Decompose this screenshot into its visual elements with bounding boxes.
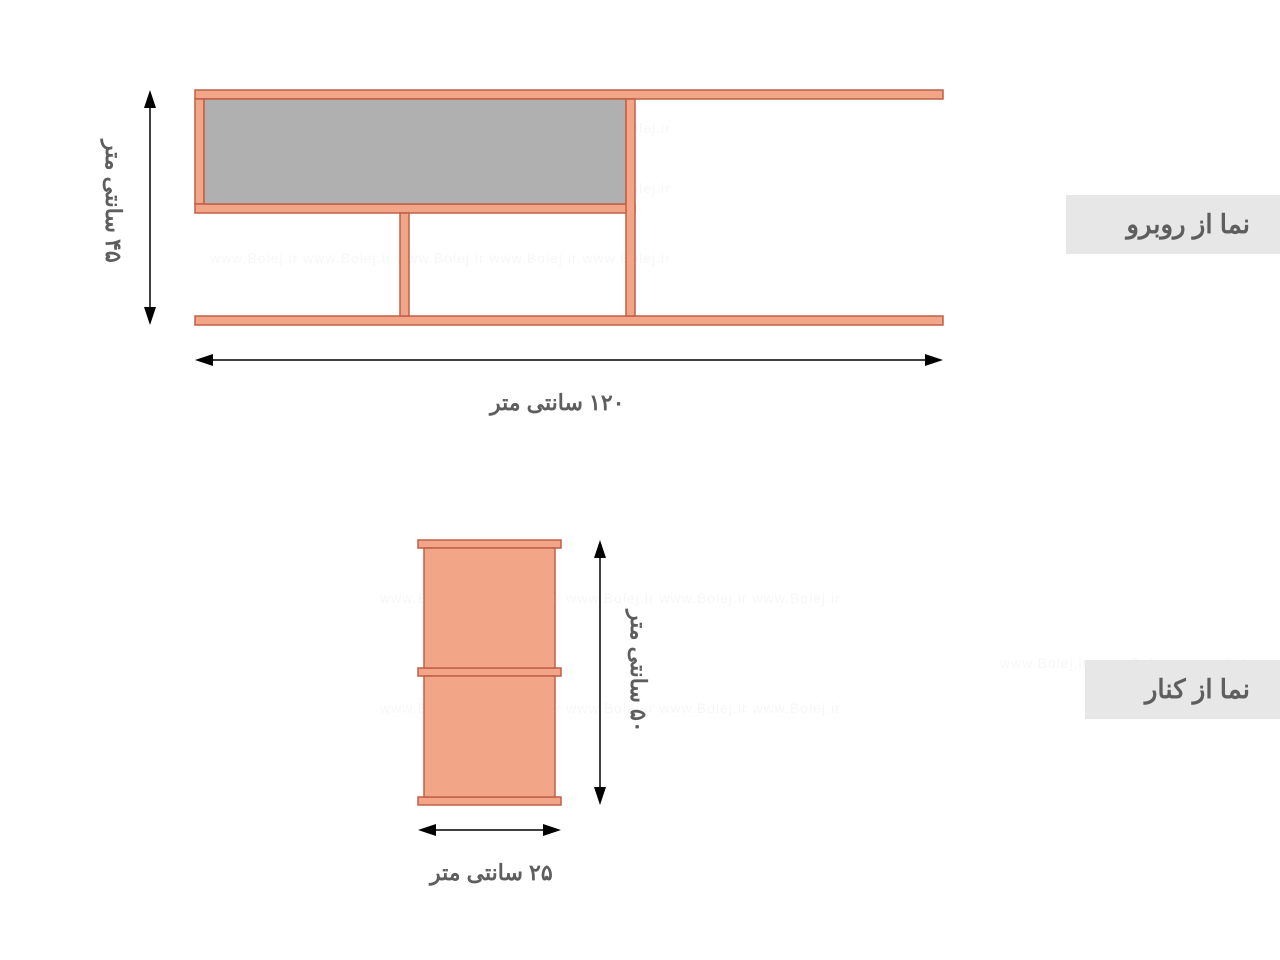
bottom-board <box>195 316 943 325</box>
side-width-arrow <box>418 820 561 840</box>
upper-panel <box>424 548 555 668</box>
front-view-label: نما از روبرو <box>1066 195 1280 254</box>
lower-divider <box>400 213 409 316</box>
side-height-arrow <box>590 540 610 805</box>
side-height-label: ۵۰ سانتی متر <box>625 610 651 733</box>
mid-shelf <box>195 204 635 213</box>
front-width-arrow <box>195 350 943 370</box>
mid-board <box>418 668 561 676</box>
front-view-diagram <box>195 90 943 325</box>
front-height-arrow <box>140 90 160 325</box>
top-board <box>195 90 943 99</box>
center-post <box>626 99 635 316</box>
side-view-label: نما از کنار <box>1085 660 1280 719</box>
bottom-board <box>418 797 561 805</box>
drawer-front <box>204 99 626 204</box>
side-view-diagram <box>418 540 561 805</box>
front-width-label: ۱۲۰ سانتی متر <box>490 390 624 416</box>
front-height-label: ۴۵ سانتی متر <box>100 140 126 263</box>
side-width-label: ۲۵ سانتی متر <box>430 860 553 886</box>
top-board <box>418 540 561 548</box>
lower-panel <box>424 676 555 797</box>
left-post-upper <box>195 99 204 204</box>
